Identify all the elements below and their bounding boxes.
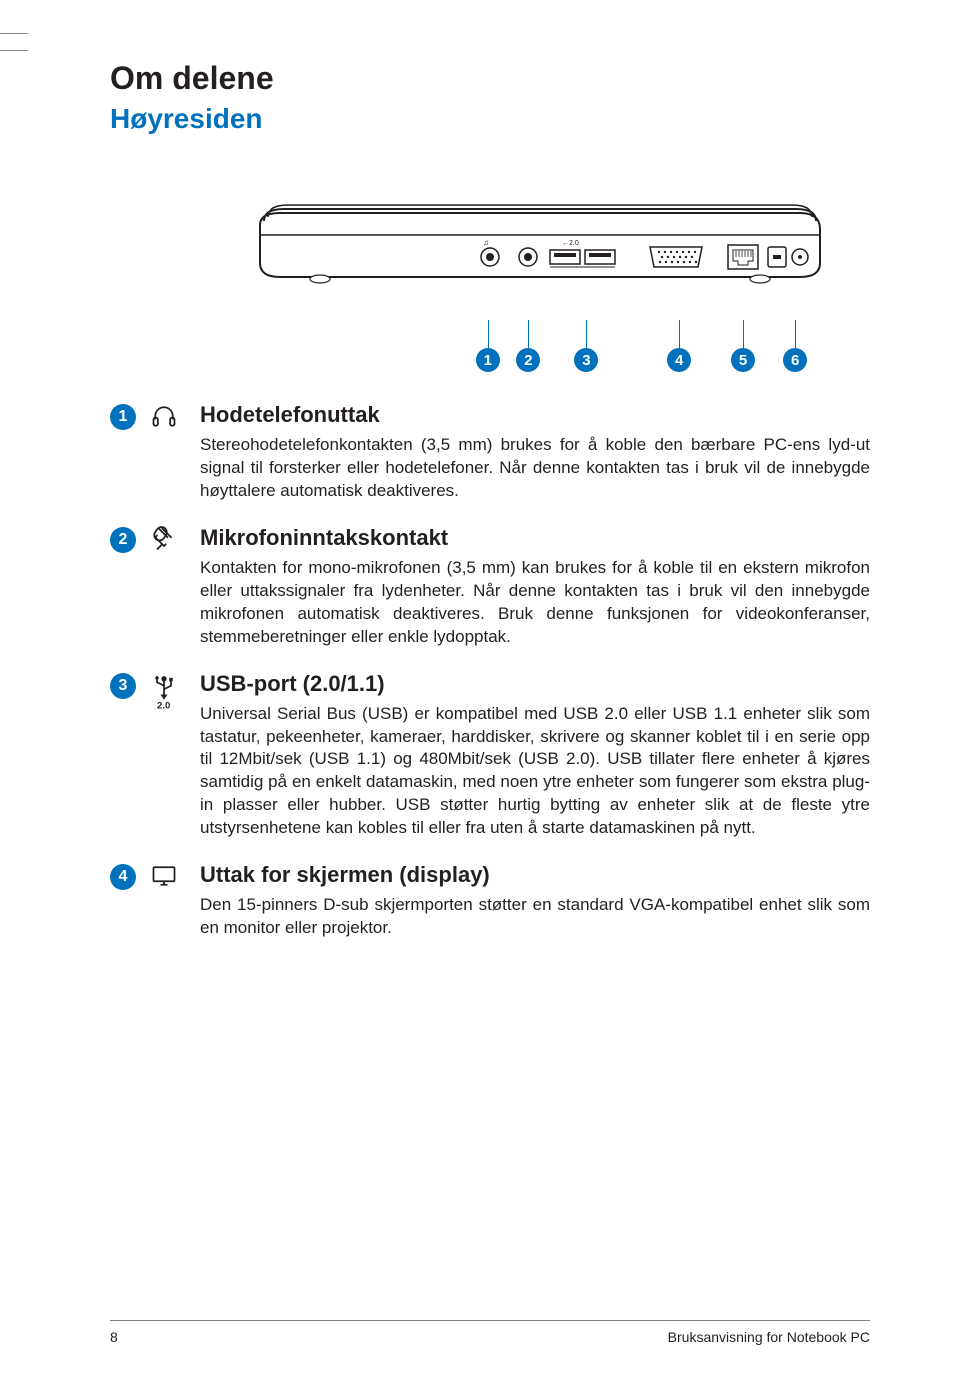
number-bubble: 5: [731, 348, 755, 372]
section-1: 1 Hodetelefonuttak Stereohodetelefonkontak…: [110, 402, 870, 503]
page-number: 8: [110, 1329, 118, 1345]
number-bubble: 6: [783, 348, 807, 372]
monitor-icon: [150, 862, 182, 894]
section-body: Kontakten for mono-mikrofonen (3,5 mm) k…: [200, 557, 870, 649]
callout-line: [795, 320, 796, 348]
section-number: 2: [110, 527, 136, 553]
manual-page: Om delene Høyresiden ♫ ←2.0: [0, 0, 960, 1400]
section-3: 3 USB-port (2.0/1.1) Universal Serial Bus …: [110, 671, 870, 841]
section-2: 2 Mikrofoninntakskontakt Kontakten for mon…: [110, 525, 870, 649]
page-title: Om delene: [110, 60, 870, 97]
section-4: 4 Uttak for skjermen (display) Den 15-pinn…: [110, 862, 870, 940]
section-title: Mikrofoninntakskontakt: [200, 525, 870, 551]
callout-line: [679, 320, 680, 348]
callout-number: 2: [516, 348, 540, 372]
callout-number: 5: [731, 348, 755, 372]
headphone-icon: [150, 402, 182, 434]
callout-number: 1: [476, 348, 500, 372]
mic-icon: [150, 525, 182, 557]
callout-number: 6: [783, 348, 807, 372]
svg-text:♫: ♫: [483, 238, 489, 247]
laptop-side-diagram: ♫ ←2.0: [250, 185, 830, 305]
section-number: 4: [110, 864, 136, 890]
number-bubble: 3: [574, 348, 598, 372]
page-footer: 8 Bruksanvisning for Notebook PC: [110, 1320, 870, 1345]
callout-number: 3: [574, 348, 598, 372]
section-body: Universal Serial Bus (USB) er kompatibel…: [200, 703, 870, 841]
section-number: 1: [110, 404, 136, 430]
svg-text:←2.0: ←2.0: [562, 240, 579, 247]
footer-text: Bruksanvisning for Notebook PC: [668, 1329, 870, 1345]
callout-number: 4: [667, 348, 691, 372]
page-subtitle: Høyresiden: [110, 103, 870, 135]
number-bubble: 1: [476, 348, 500, 372]
callout-line: [743, 320, 744, 348]
section-title: Uttak for skjermen (display): [200, 862, 870, 888]
number-bubble: 4: [667, 348, 691, 372]
callout-line: [488, 320, 489, 348]
section-title: Hodetelefonuttak: [200, 402, 870, 428]
section-number: 3: [110, 673, 136, 699]
section-title: USB-port (2.0/1.1): [200, 671, 870, 697]
number-bubble: 2: [516, 348, 540, 372]
callout-line: [528, 320, 529, 348]
usb-icon: [150, 671, 182, 703]
section-body: Den 15-pinners D-sub skjermporten støtte…: [200, 894, 870, 940]
section-body: Stereohodetelefonkontakten (3,5 mm) bruk…: [200, 434, 870, 503]
diagram-callouts: 12 3 4 5 6: [250, 320, 830, 380]
callout-line: [586, 320, 587, 348]
